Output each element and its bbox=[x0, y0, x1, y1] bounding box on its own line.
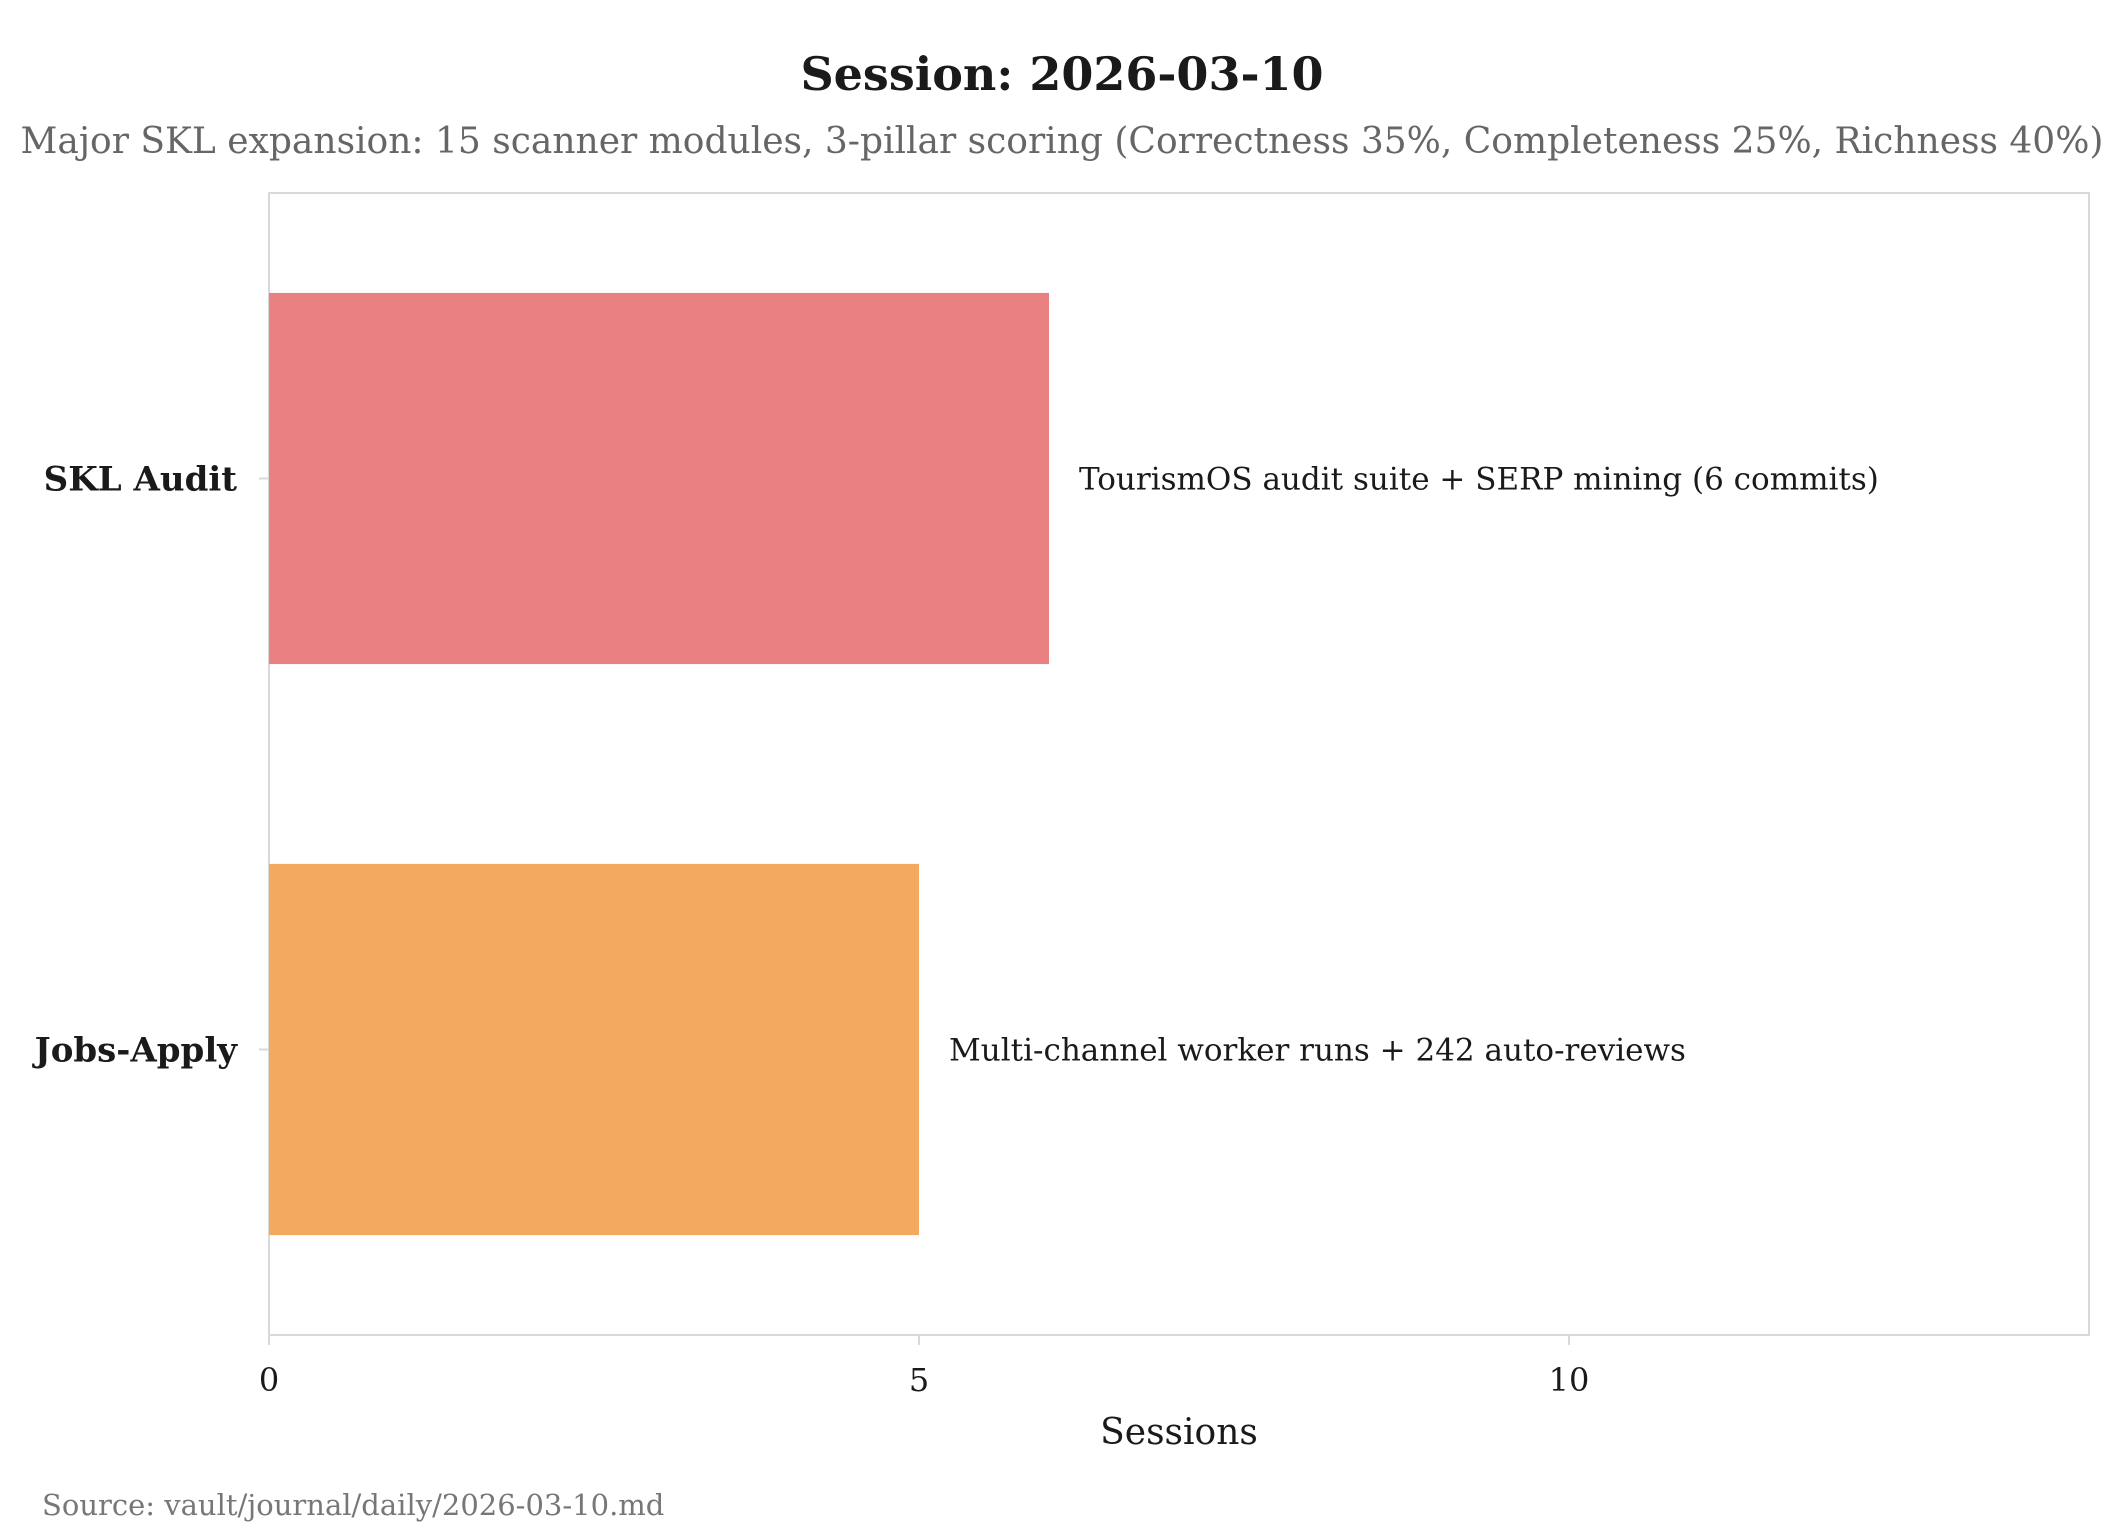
labels-layer: SKL Audit TourismOS audit suite + SERP mi… bbox=[32, 460, 1879, 1071]
bars-layer bbox=[269, 292, 1049, 1236]
x-tick-label-2: 10 bbox=[1549, 1361, 1590, 1399]
category-label-0: SKL Audit bbox=[44, 460, 238, 500]
bar-0 bbox=[269, 292, 1049, 665]
x-tick-label-1: 5 bbox=[909, 1361, 929, 1399]
x-tick-label-0: 0 bbox=[259, 1361, 279, 1399]
category-label-1: Jobs-Apply bbox=[32, 1031, 239, 1071]
bar-1 bbox=[269, 863, 919, 1236]
bar-annotation-1: Multi-channel worker runs + 242 auto-rev… bbox=[949, 1033, 1686, 1069]
source-note: Source: vault/journal/daily/2026-03-10.m… bbox=[42, 1488, 664, 1522]
chart-subtitle: Major SKL expansion: 15 scanner modules,… bbox=[21, 121, 2104, 162]
chart-title: Session: 2026-03-10 bbox=[800, 47, 1323, 101]
plot-frame bbox=[268, 192, 2090, 1336]
bar-annotation-0: TourismOS audit suite + SERP mining (6 c… bbox=[1079, 462, 1879, 498]
x-axis-title: Sessions bbox=[1100, 1412, 1258, 1453]
ticks-layer: 0 5 10 bbox=[259, 477, 1590, 1399]
